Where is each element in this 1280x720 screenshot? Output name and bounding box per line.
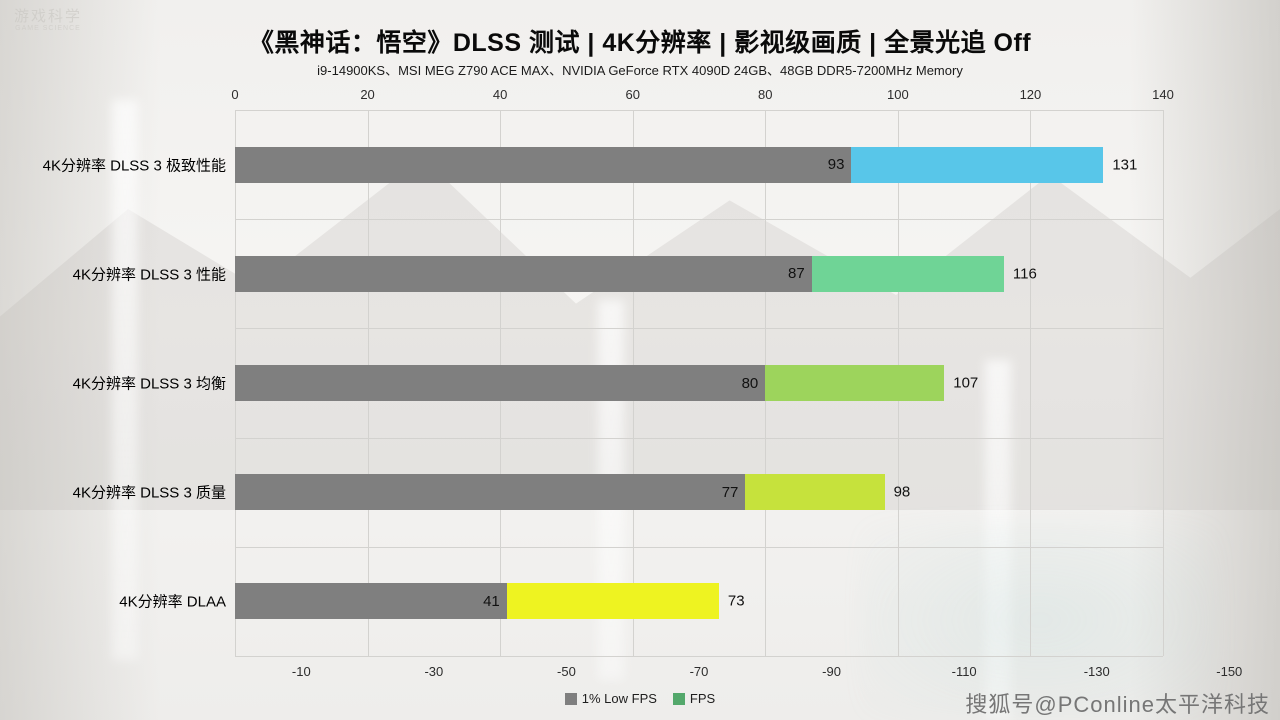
x-axis-tick-top: 60 xyxy=(625,87,640,102)
bar-fps xyxy=(506,583,719,620)
bar-fps xyxy=(811,255,1004,292)
plot-area: 93 131 87 116 80 107 77 98 41 73 xyxy=(235,110,1164,657)
bar-fps xyxy=(745,474,885,511)
legend-label: FPS xyxy=(689,691,716,706)
legend-item: FPS xyxy=(672,691,716,706)
x-axis-tick-top: 40 xyxy=(492,87,508,102)
x-axis-tick-top: 0 xyxy=(231,87,239,102)
x-axis-tick-top: 100 xyxy=(886,87,909,102)
category-label: 4K分辨率 DLSS 3 均衡 xyxy=(72,375,226,393)
category-label: 4K分辨率 DLSS 3 性能 xyxy=(72,266,226,284)
x-axis-tick-bottom: -90 xyxy=(822,664,841,679)
low-value-label: 93 xyxy=(827,156,845,174)
gridline-horizontal xyxy=(235,437,1163,439)
logo-en-text: GAME SCIENCE xyxy=(15,25,81,33)
low-value-label: 87 xyxy=(787,265,805,283)
legend-swatch xyxy=(672,692,685,705)
x-axis-bottom: -10 -30 -50 -70 -90 -110 -130 -150 xyxy=(235,664,1242,682)
bar-1pct-low: 93 xyxy=(235,146,852,183)
category-axis: 4K分辨率 DLSS 3 极致性能 4K分辨率 DLSS 3 性能 4K分辨率 DL… xyxy=(0,110,226,656)
x-axis-tick-top: 120 xyxy=(1019,87,1042,102)
low-value-label: 80 xyxy=(741,374,759,392)
x-axis-tick-top: 80 xyxy=(758,87,773,102)
gridline-horizontal xyxy=(235,219,1163,221)
bar-1pct-low: 77 xyxy=(235,474,746,511)
gridline-vertical xyxy=(1163,110,1164,656)
x-axis-top: 0 20 40 60 80 100 120 140 xyxy=(231,87,1173,105)
fps-value-label: 107 xyxy=(953,374,979,392)
x-axis-tick-bottom: -50 xyxy=(557,664,576,679)
legend-item: 1% Low FPS xyxy=(564,691,657,706)
bar-fps xyxy=(765,365,945,401)
game-science-logo: 游戏科学 GAME SCIENCE xyxy=(14,8,82,33)
x-axis-tick-bottom: -150 xyxy=(1216,664,1243,679)
gridline-horizontal xyxy=(235,546,1163,548)
legend-label: 1% Low FPS xyxy=(581,691,657,706)
fps-value-label: 98 xyxy=(893,483,911,501)
bar-1pct-low: 80 xyxy=(235,365,766,401)
bar-fps xyxy=(851,146,1104,183)
bar-1pct-low: 87 xyxy=(235,255,812,292)
low-value-label: 41 xyxy=(483,592,500,610)
x-axis-tick-bottom: -110 xyxy=(951,664,977,679)
x-axis-tick-bottom: -130 xyxy=(1083,664,1110,679)
category-label: 4K分辨率 DLSS 3 质量 xyxy=(72,484,226,502)
x-axis-tick-top: 140 xyxy=(1152,87,1174,102)
legend-swatch xyxy=(564,692,577,705)
chart-subtitle: i9-14900KS、MSI MEG Z790 ACE MAX、NVIDIA G… xyxy=(317,63,963,78)
fps-value-label: 131 xyxy=(1112,156,1138,174)
gridline-vertical xyxy=(1030,110,1032,656)
category-label: 4K分辨率 DLAA xyxy=(119,593,226,611)
category-label: 4K分辨率 DLSS 3 极致性能 xyxy=(42,157,226,175)
chart-title: 《黑神话：悟空》DLSS 测试 | 4K分辨率 | 影视级画质 | 全景光追 O… xyxy=(248,29,1032,57)
low-value-label: 77 xyxy=(721,483,739,501)
logo-cn-text: 游戏科学 xyxy=(14,8,83,25)
legend: 1% Low FPS FPS xyxy=(0,691,1280,706)
x-axis-tick-bottom: -70 xyxy=(689,664,709,679)
gridline-horizontal xyxy=(235,656,1163,657)
gridline-horizontal xyxy=(235,328,1163,330)
bar-1pct-low: 41 xyxy=(235,583,507,620)
gridline-horizontal xyxy=(235,110,1163,111)
x-axis-tick-bottom: -30 xyxy=(424,664,444,679)
fps-value-label: 116 xyxy=(1012,265,1037,283)
sohu-watermark: 搜狐号@PConline太平洋科技 xyxy=(965,692,1270,717)
x-axis-tick-top: 20 xyxy=(360,87,375,102)
x-axis-tick-bottom: -10 xyxy=(291,664,311,679)
fps-value-label: 73 xyxy=(727,592,745,610)
